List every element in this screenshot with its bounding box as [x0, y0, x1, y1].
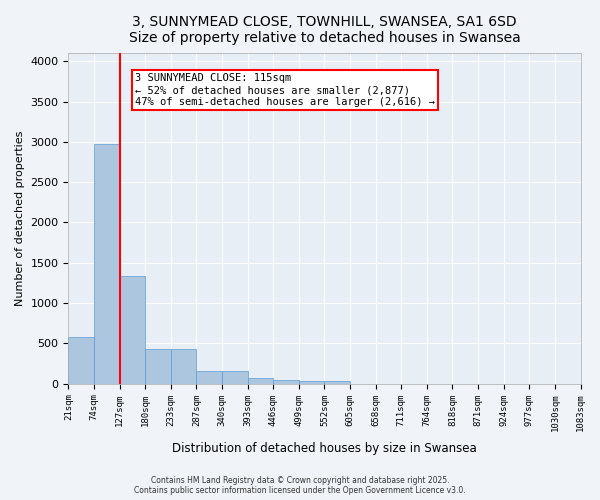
Bar — [248, 378, 273, 384]
Bar — [222, 371, 248, 384]
Bar — [145, 349, 171, 384]
Bar — [299, 380, 325, 384]
Y-axis label: Number of detached properties: Number of detached properties — [15, 130, 25, 306]
Bar — [68, 337, 94, 384]
Text: Contains HM Land Registry data © Crown copyright and database right 2025.
Contai: Contains HM Land Registry data © Crown c… — [134, 476, 466, 495]
Bar — [273, 380, 299, 384]
Bar — [196, 370, 222, 384]
Bar — [171, 349, 196, 384]
Text: 3 SUNNYMEAD CLOSE: 115sqm
← 52% of detached houses are smaller (2,877)
47% of se: 3 SUNNYMEAD CLOSE: 115sqm ← 52% of detac… — [135, 74, 435, 106]
Bar — [119, 276, 145, 384]
Bar — [94, 144, 119, 384]
Bar — [325, 381, 350, 384]
Title: 3, SUNNYMEAD CLOSE, TOWNHILL, SWANSEA, SA1 6SD
Size of property relative to deta: 3, SUNNYMEAD CLOSE, TOWNHILL, SWANSEA, S… — [128, 15, 520, 45]
X-axis label: Distribution of detached houses by size in Swansea: Distribution of detached houses by size … — [172, 442, 477, 455]
